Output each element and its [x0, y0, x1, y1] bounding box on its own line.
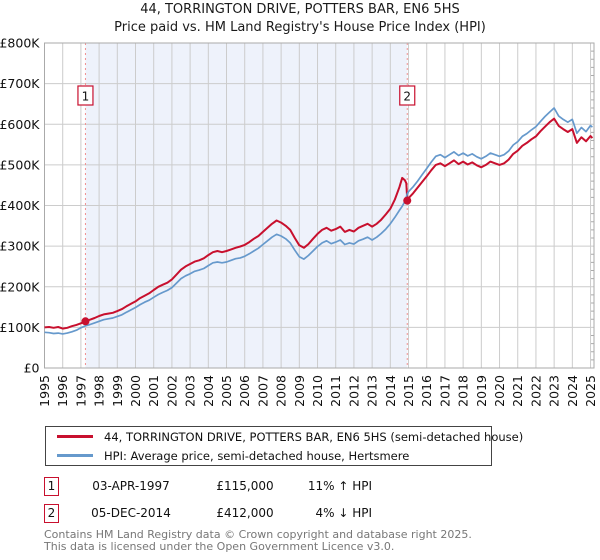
legend: 44, TORRINGTON DRIVE, POTTERS BAR, EN6 5… [45, 426, 523, 466]
x-axis-tick-label: 2009 [292, 375, 307, 407]
transaction-2-date: 05-DEC-2014 [91, 506, 171, 520]
y-axis-tick-label: £500K [0, 157, 40, 172]
series-line-hpi [44, 107, 593, 335]
footer-line-2: This data is licensed under the Open Gov… [44, 539, 395, 553]
x-axis-tick-label: 1995 [37, 375, 52, 407]
price-chart-svg: £0 £100K £200K £300K £400K £500K £600K £700K £80… [0, 38, 598, 407]
legend-row-hpi: HPI: Average price, semi-detached house,… [46, 446, 491, 465]
legend-label-hpi: HPI: Average price, semi-detached house,… [104, 448, 410, 463]
x-axis-tick-label: 2025 [583, 375, 598, 407]
x-axis-tick-label: 2017 [437, 375, 452, 407]
x-axis-tick-label: 2024 [565, 375, 580, 407]
sale-flag-number-2: 2 [403, 90, 411, 104]
x-axis-tick-label: 2004 [201, 375, 216, 407]
x-axis-tick-label: 1997 [73, 375, 88, 407]
x-axis-tick-label: 2003 [183, 375, 198, 407]
transaction-row-1: 1 03-APR-1997 £115,000 11% ↑ HPI [0, 477, 600, 496]
y-axis-tick-label: £400K [0, 198, 40, 213]
transaction-1-date: 03-APR-1997 [92, 479, 170, 493]
x-axis-tick-label: 2014 [383, 375, 398, 407]
y-axis-tick-label: £0 [24, 361, 40, 376]
x-axis-tick-label: 2021 [510, 375, 525, 407]
x-axis-tick-label: 2000 [128, 375, 143, 407]
y-axis-tick-label: £300K [0, 239, 40, 254]
x-axis-tick-label: 2018 [456, 375, 471, 407]
transaction-2-hpi-delta: 4% ↓ HPI [315, 506, 372, 520]
x-axis-tick-label: 2007 [255, 375, 270, 407]
sale-flag-number-1: 1 [82, 90, 90, 104]
transaction-2-price: £412,000 [216, 506, 274, 520]
x-axis-tick-label: 2020 [492, 375, 507, 407]
y-axis-tick-label: £200K [0, 279, 40, 294]
sale-point-2 [403, 196, 412, 205]
x-axis-tick-label: 2022 [528, 375, 543, 407]
x-axis-tick-label: 1998 [92, 375, 107, 407]
y-axis-tick-label: £800K [0, 38, 40, 51]
legend-label-price-paid: 44, TORRINGTON DRIVE, POTTERS BAR, EN6 5… [104, 429, 524, 444]
transaction-1-number-box: 1 [44, 477, 59, 496]
sale-flag-box-1 [77, 85, 94, 106]
x-axis-tick-label: 1996 [55, 375, 70, 407]
x-axis-tick-label: 2013 [365, 375, 380, 407]
y-axis-tick-label: £600K [0, 117, 40, 132]
x-axis-tick-label: 2006 [237, 375, 252, 407]
x-axis-tick-label: 2015 [401, 375, 416, 407]
x-axis-tick-label: 2012 [346, 375, 361, 407]
x-axis-tick-label: 2008 [274, 375, 289, 407]
x-axis-tick-label: 2011 [328, 375, 343, 407]
y-axis-tick-label: £100K [0, 320, 40, 335]
license-footer: Contains HM Land Registry data © Crown c… [44, 529, 584, 552]
chart-subtitle: Price paid vs. HM Land Registry's House … [114, 20, 486, 35]
sale-flag-box-2 [399, 85, 416, 106]
footer-line-1: Contains HM Land Registry data © Crown c… [44, 528, 472, 541]
x-axis-tick-label: 2010 [310, 375, 325, 407]
transaction-1-price: £115,000 [216, 479, 274, 493]
transaction-1-hpi-delta: 11% ↑ HPI [307, 479, 372, 493]
x-axis-tick-label: 2001 [146, 375, 161, 407]
x-axis-tick-label: 2005 [219, 375, 234, 407]
chart-title: 44, TORRINGTON DRIVE, POTTERS BAR, EN6 5… [140, 2, 460, 17]
x-axis-tick-label: 1999 [110, 375, 125, 407]
series-line-price-paid [44, 117, 594, 330]
x-axis-tick-label: 2019 [474, 375, 489, 407]
hpi-line-swatch [57, 454, 93, 457]
price-paid-line-swatch [57, 435, 93, 438]
plot-frame [44, 42, 595, 369]
x-axis-tick-label: 2016 [419, 375, 434, 407]
x-axis-tick-label: 2023 [547, 375, 562, 407]
transaction-2-number-box: 2 [44, 504, 59, 523]
legend-row-price-paid: 44, TORRINGTON DRIVE, POTTERS BAR, EN6 5… [46, 427, 523, 446]
x-axis-tick-label: 2002 [164, 375, 179, 407]
transaction-row-2: 2 05-DEC-2014 £412,000 4% ↓ HPI [0, 504, 600, 523]
sale-point-1 [81, 317, 90, 326]
y-axis-tick-label: £700K [0, 76, 40, 91]
